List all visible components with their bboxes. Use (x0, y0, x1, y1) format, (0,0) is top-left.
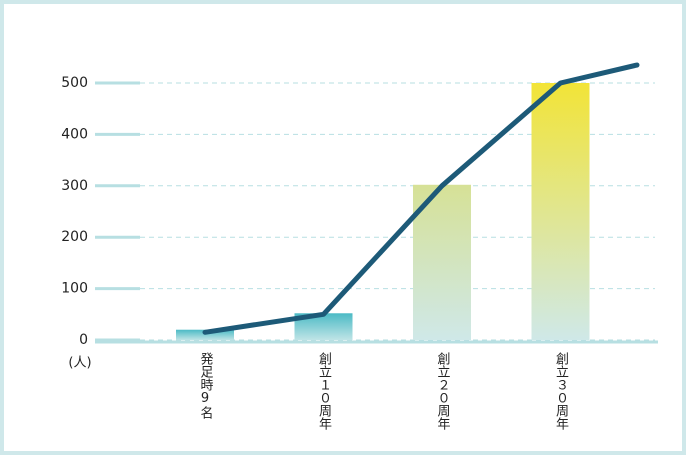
x-tick-label: 創立１０周年 (316, 352, 332, 430)
y-tick-label: 300 (61, 178, 88, 194)
bar (531, 83, 590, 340)
y-tick-label: 500 (61, 75, 88, 91)
x-tick-label: 発足時9名 (198, 352, 214, 419)
y-tick-label: 200 (61, 229, 88, 245)
bar (176, 329, 234, 340)
y-unit: (人) (68, 356, 91, 371)
y-tick-label: 400 (61, 126, 88, 142)
x-tick-label: 創立３０周年 (553, 352, 569, 430)
line (202, 62, 640, 335)
bar (413, 184, 471, 340)
x-tick-label: 創立２０周年 (435, 352, 451, 430)
y-tick-label: 100 (61, 281, 88, 297)
y-tick-label: 0 (79, 332, 88, 348)
